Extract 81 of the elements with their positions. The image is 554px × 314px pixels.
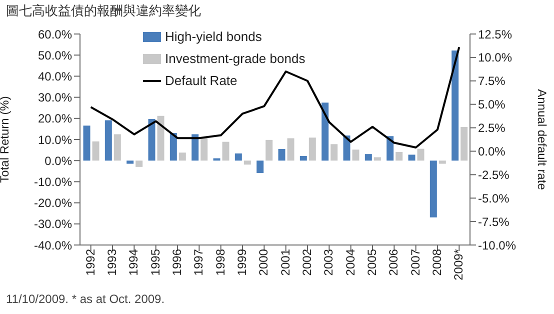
bar (114, 134, 121, 161)
x-tick-label: 1998 (213, 248, 228, 276)
x-tick-label: 2007 (408, 248, 422, 276)
legend-label: Default Rate (165, 72, 238, 90)
bar (83, 126, 90, 161)
bar (92, 141, 100, 161)
x-tick-label: 2003 (322, 248, 336, 276)
bar (157, 116, 164, 161)
y-tick-label: -20.0% (34, 196, 72, 210)
bar (244, 160, 251, 165)
bar (278, 148, 286, 161)
bar (396, 152, 403, 161)
bar (343, 135, 350, 161)
bar (192, 134, 199, 161)
y2-tick-label: 0.0% (478, 144, 506, 158)
chart-title: 圖七高收益債的報酬與違約率變化 (6, 2, 201, 20)
y2-tick-label: 10.0% (478, 50, 512, 65)
y2-tick-label: 5.0% (478, 98, 506, 112)
x-tick-label: 1999 (235, 248, 250, 276)
bar (322, 102, 329, 161)
bar (408, 154, 416, 161)
bar (300, 156, 307, 161)
x-tick-label: 2002 (300, 248, 314, 276)
line-series (90, 46, 460, 148)
bar (417, 148, 424, 161)
bar (126, 160, 134, 164)
y-axis-title: Total Return (%) (0, 96, 12, 183)
y2-tick-label: 7.5% (478, 74, 506, 88)
bar (330, 144, 338, 161)
x-tick-label: 1993 (105, 248, 120, 276)
y2-tick-label: 12.5% (478, 27, 512, 42)
legend-label: Investment-grade bonds (165, 50, 306, 68)
bar (430, 160, 437, 218)
bar (256, 160, 264, 174)
y2-tick-label: -7.5% (478, 214, 510, 229)
bar (364, 154, 372, 161)
bar (104, 120, 112, 161)
bar (234, 153, 242, 161)
bar (170, 132, 177, 161)
text: 11/10/2009. * as at Oct. 2009. (6, 292, 165, 306)
bar (308, 138, 316, 161)
bar (452, 50, 459, 161)
y-tick-label: 40.0% (38, 69, 72, 84)
y-tick-label: -10.0% (34, 174, 72, 189)
bar (352, 150, 360, 161)
bar (460, 127, 468, 161)
y-tick-label: 10.0% (38, 132, 72, 147)
x-tick-label: 2008 (430, 248, 444, 276)
x-tick-label: 2004 (343, 248, 358, 276)
y-tick-label: 20.0% (38, 112, 72, 126)
x-tick-label: 2005 (365, 248, 380, 276)
bar (287, 138, 294, 161)
x-tick-label: 1995 (148, 248, 162, 276)
y2-axis-title: Annual default rate (534, 89, 549, 190)
y2-tick-label: -10.0% (478, 238, 516, 252)
y2-tick-label: -5.0% (478, 191, 510, 206)
bar (266, 140, 273, 161)
y-tick-label: 0.0% (44, 154, 72, 168)
bar (374, 157, 381, 161)
bar (136, 160, 143, 167)
bar (148, 119, 156, 161)
x-tick-label: 1992 (83, 248, 98, 276)
legend-label: High-yield bonds (165, 28, 262, 46)
y-tick-label: 30.0% (38, 90, 72, 105)
y-tick-label: -40.0% (34, 238, 72, 252)
x-tick-label: 2009* (452, 248, 466, 280)
x-tick-label: 2001 (278, 248, 292, 276)
x-tick-label: 2000 (256, 248, 271, 276)
y-tick-label: -30.0% (34, 217, 72, 232)
x-tick-label: 2006 (386, 248, 401, 276)
y-tick-label: 60.0% (38, 27, 72, 42)
y2-tick-label: 2.5% (478, 121, 506, 136)
y2-tick-label: -2.5% (478, 168, 510, 182)
x-tick-label: 1997 (192, 248, 206, 276)
bar (222, 142, 230, 161)
bar (438, 160, 446, 164)
bar (178, 152, 186, 161)
x-tick-label: 1994 (126, 248, 141, 276)
x-tick-label: 1996 (170, 248, 184, 276)
y-tick-label: 50.0% (38, 48, 72, 62)
bar (200, 138, 208, 161)
